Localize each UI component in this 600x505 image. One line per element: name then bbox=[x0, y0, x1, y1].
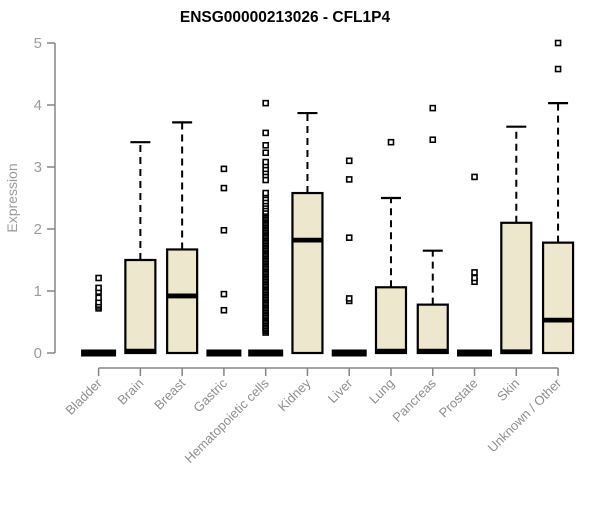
box bbox=[166, 248, 199, 355]
y-tick-label: 1 bbox=[34, 283, 42, 300]
y-axis-label: Expression bbox=[4, 163, 20, 232]
zero-bar bbox=[457, 349, 493, 357]
outlier-point bbox=[262, 142, 269, 149]
outlier-point bbox=[220, 184, 228, 192]
outlier-point bbox=[471, 173, 478, 181]
outlier-point bbox=[554, 65, 562, 73]
y-tick-label: 3 bbox=[34, 159, 42, 176]
y-tick-label: 2 bbox=[34, 221, 42, 238]
box bbox=[124, 258, 157, 355]
zero-bar bbox=[81, 349, 117, 357]
outlier-point bbox=[471, 269, 478, 276]
outlier-point bbox=[345, 234, 353, 241]
boxes-group bbox=[81, 39, 575, 357]
zero-bar bbox=[248, 349, 284, 357]
outlier-point bbox=[345, 295, 353, 302]
outlier-point bbox=[262, 99, 269, 107]
y-tick-label: 5 bbox=[34, 35, 42, 52]
zero-bar bbox=[331, 349, 367, 357]
x-tick-label: Kidney bbox=[275, 375, 314, 414]
y-tick-label: 0 bbox=[34, 345, 42, 362]
chart-title: ENSG00000213026 - CFL1P4 bbox=[180, 9, 391, 26]
x-tick-label: Gastric bbox=[190, 375, 230, 415]
outlier-point bbox=[554, 39, 562, 47]
outlier-point bbox=[345, 176, 353, 183]
outlier-point bbox=[345, 157, 353, 165]
outlier-point bbox=[220, 165, 228, 173]
x-tick-label: Prostate bbox=[436, 376, 481, 421]
x-tick-label: Pancreas bbox=[389, 375, 439, 425]
outlier-point bbox=[471, 274, 478, 282]
x-tick-label: Bladder bbox=[62, 375, 105, 418]
x-tick-label: Unknown / Other bbox=[485, 375, 565, 455]
outlier-point bbox=[262, 189, 269, 197]
outlier-point bbox=[262, 129, 269, 137]
box bbox=[374, 286, 408, 355]
zero-bar bbox=[206, 349, 242, 357]
box bbox=[291, 191, 324, 355]
x-tick-label: Liver bbox=[325, 375, 356, 406]
outlier-point bbox=[95, 284, 102, 292]
y-tick-label: 4 bbox=[34, 97, 42, 114]
box bbox=[416, 303, 449, 355]
x-tick-label: Breast bbox=[151, 375, 188, 412]
x-tick-label: Brain bbox=[114, 376, 146, 408]
x-tick-label: Skin bbox=[494, 376, 522, 404]
outlier-point bbox=[262, 149, 269, 157]
outlier-point bbox=[429, 104, 437, 112]
outlier-point bbox=[429, 136, 437, 144]
outlier-point bbox=[262, 158, 269, 166]
box bbox=[541, 241, 575, 355]
outlier-point bbox=[220, 290, 228, 298]
outlier-point bbox=[220, 306, 228, 314]
outlier-point bbox=[220, 226, 228, 234]
outlier-point bbox=[95, 274, 102, 282]
outlier-point bbox=[387, 138, 395, 146]
outlier-point bbox=[95, 294, 102, 302]
x-tick-label: Lung bbox=[366, 376, 397, 407]
box bbox=[500, 221, 533, 355]
